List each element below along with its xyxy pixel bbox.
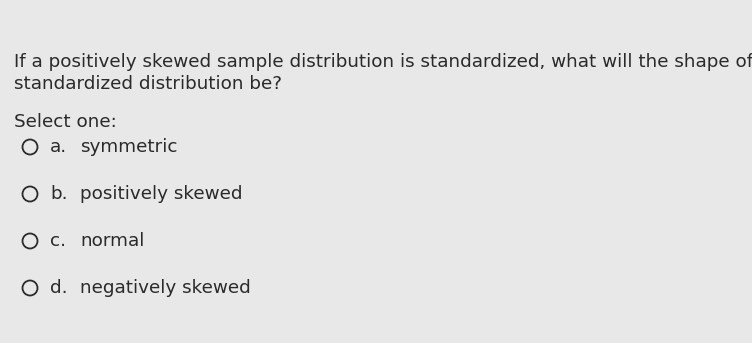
Text: positively skewed: positively skewed — [80, 185, 242, 203]
Text: standardized distribution be?: standardized distribution be? — [14, 75, 282, 93]
Text: normal: normal — [80, 232, 144, 250]
Text: negatively skewed: negatively skewed — [80, 279, 250, 297]
Text: b.: b. — [50, 185, 68, 203]
Text: Select one:: Select one: — [14, 113, 117, 131]
Text: d.: d. — [50, 279, 68, 297]
Text: symmetric: symmetric — [80, 138, 177, 156]
Text: c.: c. — [50, 232, 66, 250]
Text: If a positively skewed sample distribution is standardized, what will the shape : If a positively skewed sample distributi… — [14, 53, 752, 71]
Text: a.: a. — [50, 138, 67, 156]
